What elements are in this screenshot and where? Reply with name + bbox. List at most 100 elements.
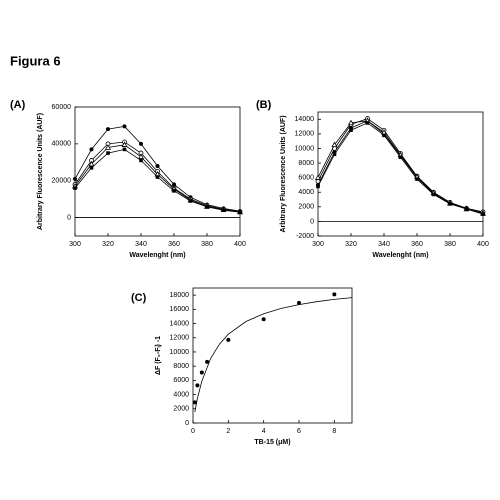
y-axis-label: ΔF (F₀-Fᵢ) -1	[155, 336, 162, 375]
y-tick-label: 0	[185, 420, 189, 427]
series-line	[317, 120, 484, 214]
y-tick-label: 10000	[295, 145, 315, 152]
marker	[138, 153, 144, 159]
marker	[221, 208, 226, 212]
marker	[139, 141, 143, 146]
x-tick-label: 6	[297, 428, 301, 435]
y-tick-label: 14000	[170, 320, 190, 327]
x-axis-label: Wavelenght (nm)	[129, 252, 185, 259]
marker	[121, 141, 128, 147]
y-tick-label: 12000	[295, 131, 315, 138]
x-tick-label: 0	[191, 428, 195, 435]
marker	[448, 202, 452, 206]
marker	[464, 207, 469, 211]
y-tick-label: 8000	[173, 363, 189, 370]
y-tick-label: 60000	[52, 104, 72, 111]
x-tick-label: 300	[312, 241, 324, 248]
plot-frame	[192, 287, 353, 424]
marker	[89, 166, 94, 170]
x-tick-label: 380	[444, 241, 456, 248]
marker	[172, 189, 176, 193]
x-axis-label: Wavelenght (nm)	[372, 252, 428, 259]
marker	[481, 212, 485, 216]
marker	[139, 158, 143, 163]
x-tick-label: 400	[234, 241, 246, 248]
marker	[297, 300, 301, 305]
y-tick-label: 10000	[170, 349, 190, 356]
y-tick-label: 2000	[298, 204, 314, 211]
x-tick-label: 360	[411, 241, 423, 248]
y-axis-label: Arbitrary Fluorescence Units (AUF)	[280, 115, 287, 232]
series-line	[317, 118, 484, 213]
y-tick-label: 18000	[170, 292, 190, 299]
plot-frame	[74, 106, 241, 237]
x-tick-label: 320	[345, 241, 357, 248]
y-tick-label: 0	[67, 214, 71, 221]
marker	[89, 147, 94, 152]
marker	[415, 177, 419, 181]
x-tick-label: 380	[201, 241, 213, 248]
marker	[315, 178, 321, 184]
y-tick-label: -2000	[296, 233, 314, 240]
x-tick-label: 360	[168, 241, 180, 248]
x-tick-label: 2	[226, 428, 230, 435]
x-tick-label: 400	[477, 241, 489, 248]
marker	[199, 370, 204, 375]
panel-label: (C)	[131, 292, 147, 304]
series-line	[74, 125, 241, 212]
marker	[315, 174, 321, 180]
y-tick-label: 4000	[173, 391, 189, 398]
x-axis-label: TB-15 (μM)	[254, 439, 290, 446]
series-line	[194, 297, 353, 413]
marker	[431, 192, 436, 197]
x-tick-label: 340	[135, 241, 147, 248]
y-tick-label: 4000	[298, 189, 314, 196]
figure-title: Figura 6	[10, 53, 61, 68]
marker	[155, 175, 160, 179]
x-tick-label: 320	[102, 241, 114, 248]
y-tick-label: 16000	[170, 306, 190, 313]
y-tick-label: 0	[310, 218, 314, 225]
marker	[331, 141, 338, 148]
marker	[238, 210, 242, 215]
marker	[106, 127, 110, 132]
marker	[398, 155, 403, 160]
marker	[73, 176, 77, 181]
x-tick-label: 340	[378, 241, 390, 248]
marker	[316, 184, 320, 189]
marker	[155, 163, 160, 168]
y-tick-label: 12000	[170, 335, 190, 342]
marker	[73, 186, 77, 190]
marker	[349, 128, 353, 133]
y-tick-label: 6000	[298, 174, 314, 181]
y-tick-label: 8000	[298, 160, 314, 167]
marker	[106, 151, 110, 155]
marker	[261, 317, 266, 322]
marker	[105, 144, 111, 150]
y-tick-label: 2000	[173, 406, 189, 413]
marker	[205, 359, 210, 364]
marker	[348, 119, 354, 126]
x-tick-label: 8	[332, 428, 336, 435]
x-tick-label: 4	[262, 428, 266, 435]
y-tick-label: 6000	[173, 377, 189, 384]
marker	[172, 182, 176, 187]
marker	[365, 121, 370, 125]
series-line	[74, 148, 241, 213]
panel-label: (A)	[10, 99, 26, 111]
y-tick-label: 20000	[52, 178, 72, 185]
y-tick-label: 40000	[52, 141, 72, 148]
marker	[332, 152, 337, 157]
marker	[192, 400, 197, 405]
marker	[382, 133, 386, 138]
y-axis-label: Arbitrary Fluorescence Units (AUF)	[37, 113, 44, 230]
marker	[188, 199, 193, 203]
series-line	[317, 120, 484, 214]
marker	[88, 160, 95, 167]
marker	[122, 147, 127, 152]
marker	[226, 337, 231, 342]
marker	[332, 292, 337, 297]
x-tick-label: 300	[69, 241, 81, 248]
panel-label: (B)	[256, 99, 272, 111]
